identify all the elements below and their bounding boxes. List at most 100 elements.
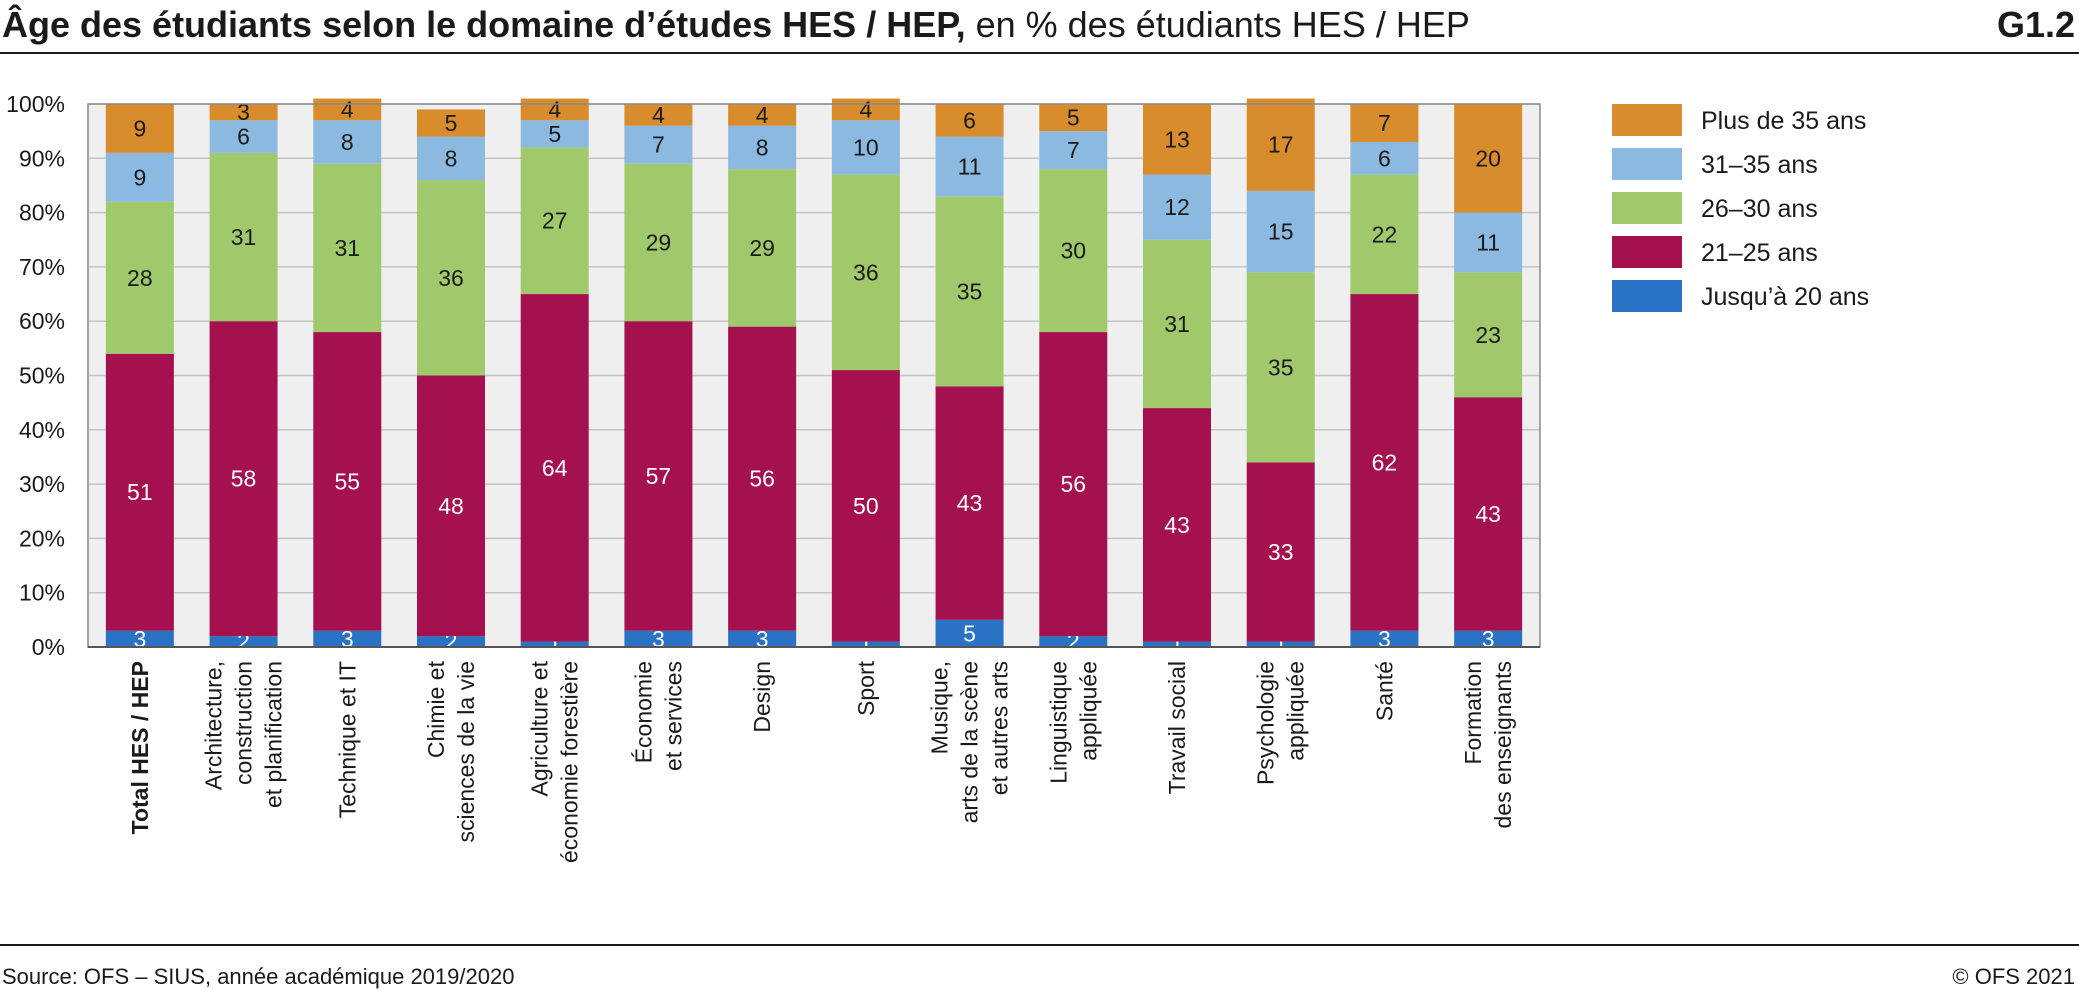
data-label: 36	[853, 259, 879, 285]
data-label: 33	[1268, 539, 1294, 565]
bar-segment	[1143, 174, 1211, 240]
legend-swatch	[1612, 192, 1682, 224]
data-label: 3	[341, 626, 354, 652]
data-label: 4	[341, 96, 354, 122]
bar-segment	[1246, 98, 1315, 191]
data-label: 55	[334, 468, 360, 494]
bar-segment	[1039, 636, 1108, 647]
bar-segment	[728, 169, 797, 327]
data-label: 6	[237, 124, 250, 150]
data-label: 35	[1268, 354, 1294, 380]
chart-header: Âge des étudiants selon le domaine d’étu…	[0, 0, 2079, 56]
data-label: 5	[445, 110, 458, 136]
bar-segment	[935, 136, 1004, 197]
y-tick-label: 50%	[19, 363, 65, 389]
bar-segment	[1350, 630, 1419, 647]
bar-segment	[1143, 641, 1211, 647]
bar-segment	[728, 125, 797, 170]
x-tick-label: Agriculture et économie forestière	[527, 660, 583, 863]
bar-segment	[624, 163, 693, 322]
data-label: 36	[438, 265, 464, 291]
x-tick-label: Total HES / HEP	[127, 661, 153, 834]
data-label: 7	[1067, 137, 1080, 163]
data-label: 6	[1378, 145, 1391, 171]
bar-segment	[1454, 212, 1523, 273]
svg-text:Technique et IT: Technique et IT	[334, 661, 360, 818]
svg-text:Santé: Santé	[1371, 661, 1397, 721]
y-tick-label: 30%	[19, 471, 65, 497]
bar-segment	[209, 636, 278, 647]
data-label: 30	[1060, 238, 1086, 264]
legend-label: 21–25 ans	[1701, 239, 1818, 267]
bar-segment	[1246, 462, 1315, 642]
data-label: 20	[1475, 145, 1501, 171]
data-label: 4	[652, 102, 665, 128]
x-tick-label: Chimie et sciences de la vie	[423, 660, 479, 842]
bar-segment	[105, 152, 174, 202]
chart-title-main: Âge des étudiants selon le domaine d’étu…	[2, 4, 966, 45]
stacked-bar-chart: 0%10%20%30%40%50%60%70%80%90%100%3512899…	[6, 91, 1869, 863]
legend-label: 26–30 ans	[1701, 195, 1818, 223]
data-label: 31	[334, 235, 360, 261]
y-tick-label: 100%	[6, 91, 65, 117]
footer-rule	[0, 944, 2079, 946]
x-tick-label: Formation des enseignants	[1460, 661, 1516, 829]
data-label: 8	[756, 134, 769, 160]
x-tick-label: Économie et services	[630, 661, 686, 771]
bar-segment	[1039, 169, 1108, 333]
y-tick-label: 40%	[19, 417, 65, 443]
data-label: 9	[133, 115, 146, 141]
bar-segment	[831, 370, 900, 642]
bar-segment	[935, 104, 1004, 137]
legend-label: Jusqu’à 20 ans	[1701, 283, 1869, 311]
data-label: 31	[231, 224, 257, 250]
svg-text:Total HES / HEP: Total HES / HEP	[127, 661, 153, 834]
data-label: 50	[853, 493, 879, 519]
y-tick-label: 90%	[19, 145, 65, 171]
data-label: 5	[1067, 105, 1080, 131]
data-label: 8	[445, 145, 458, 171]
bar-segment	[1350, 294, 1419, 631]
data-label: 3	[237, 99, 250, 125]
y-tick-label: 20%	[19, 525, 65, 551]
data-label: 35	[957, 278, 983, 304]
y-tick-label: 70%	[19, 254, 65, 280]
svg-text:Sport: Sport	[853, 660, 879, 716]
bar-segment	[209, 104, 278, 121]
chart-code: G1.2	[1996, 4, 2075, 45]
bar-segment	[728, 104, 797, 126]
bar-segment	[313, 332, 382, 631]
bar-segment	[1454, 397, 1523, 631]
bar-segment	[417, 109, 485, 137]
data-label: 3	[1482, 626, 1495, 652]
x-tick-label: Musique, arts de la scène et autres arts	[927, 661, 1013, 823]
bar-segment	[1454, 272, 1523, 398]
y-tick-label: 0%	[32, 634, 65, 660]
bar-segment	[520, 120, 589, 148]
legend-swatch	[1612, 236, 1682, 268]
data-label: 43	[957, 490, 983, 516]
bar-segment	[1039, 131, 1108, 170]
bar-segment	[624, 630, 693, 647]
data-label: 64	[542, 455, 568, 481]
data-label: 23	[1475, 322, 1501, 348]
bar-segment	[1143, 239, 1211, 409]
data-label: 3	[652, 626, 665, 652]
data-label: 51	[127, 479, 153, 505]
data-label: 62	[1372, 449, 1398, 475]
data-label: 56	[1060, 471, 1086, 497]
x-tick-label: Design	[749, 661, 775, 733]
data-label: 28	[127, 265, 153, 291]
svg-text:Travail social: Travail social	[1164, 661, 1190, 794]
x-tick-label: Travail social	[1164, 661, 1190, 794]
bar-segment	[1143, 408, 1211, 642]
data-label: 27	[542, 208, 568, 234]
data-label: 31	[1164, 311, 1190, 337]
data-label: 4	[859, 96, 872, 122]
